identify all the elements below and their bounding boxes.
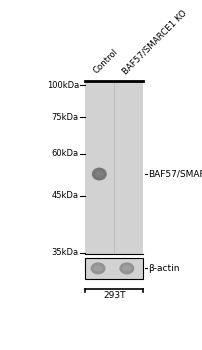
Ellipse shape bbox=[94, 171, 103, 177]
Ellipse shape bbox=[93, 265, 102, 271]
Ellipse shape bbox=[91, 168, 106, 181]
Bar bbox=[85, 258, 143, 279]
Ellipse shape bbox=[119, 262, 134, 274]
Text: BAF57/SMARCE1: BAF57/SMARCE1 bbox=[147, 169, 202, 178]
Bar bbox=[85, 81, 143, 253]
Ellipse shape bbox=[122, 265, 131, 271]
Text: β-actin: β-actin bbox=[147, 264, 179, 273]
Text: 60kDa: 60kDa bbox=[52, 149, 79, 158]
Text: 45kDa: 45kDa bbox=[52, 191, 79, 200]
Text: Control: Control bbox=[91, 47, 119, 76]
Text: 75kDa: 75kDa bbox=[52, 113, 79, 122]
Text: 35kDa: 35kDa bbox=[52, 248, 79, 257]
Ellipse shape bbox=[90, 262, 105, 274]
Text: BAF57/SMARCE1 KO: BAF57/SMARCE1 KO bbox=[120, 8, 187, 76]
Text: 100kDa: 100kDa bbox=[46, 80, 79, 90]
Text: 293T: 293T bbox=[102, 291, 125, 300]
